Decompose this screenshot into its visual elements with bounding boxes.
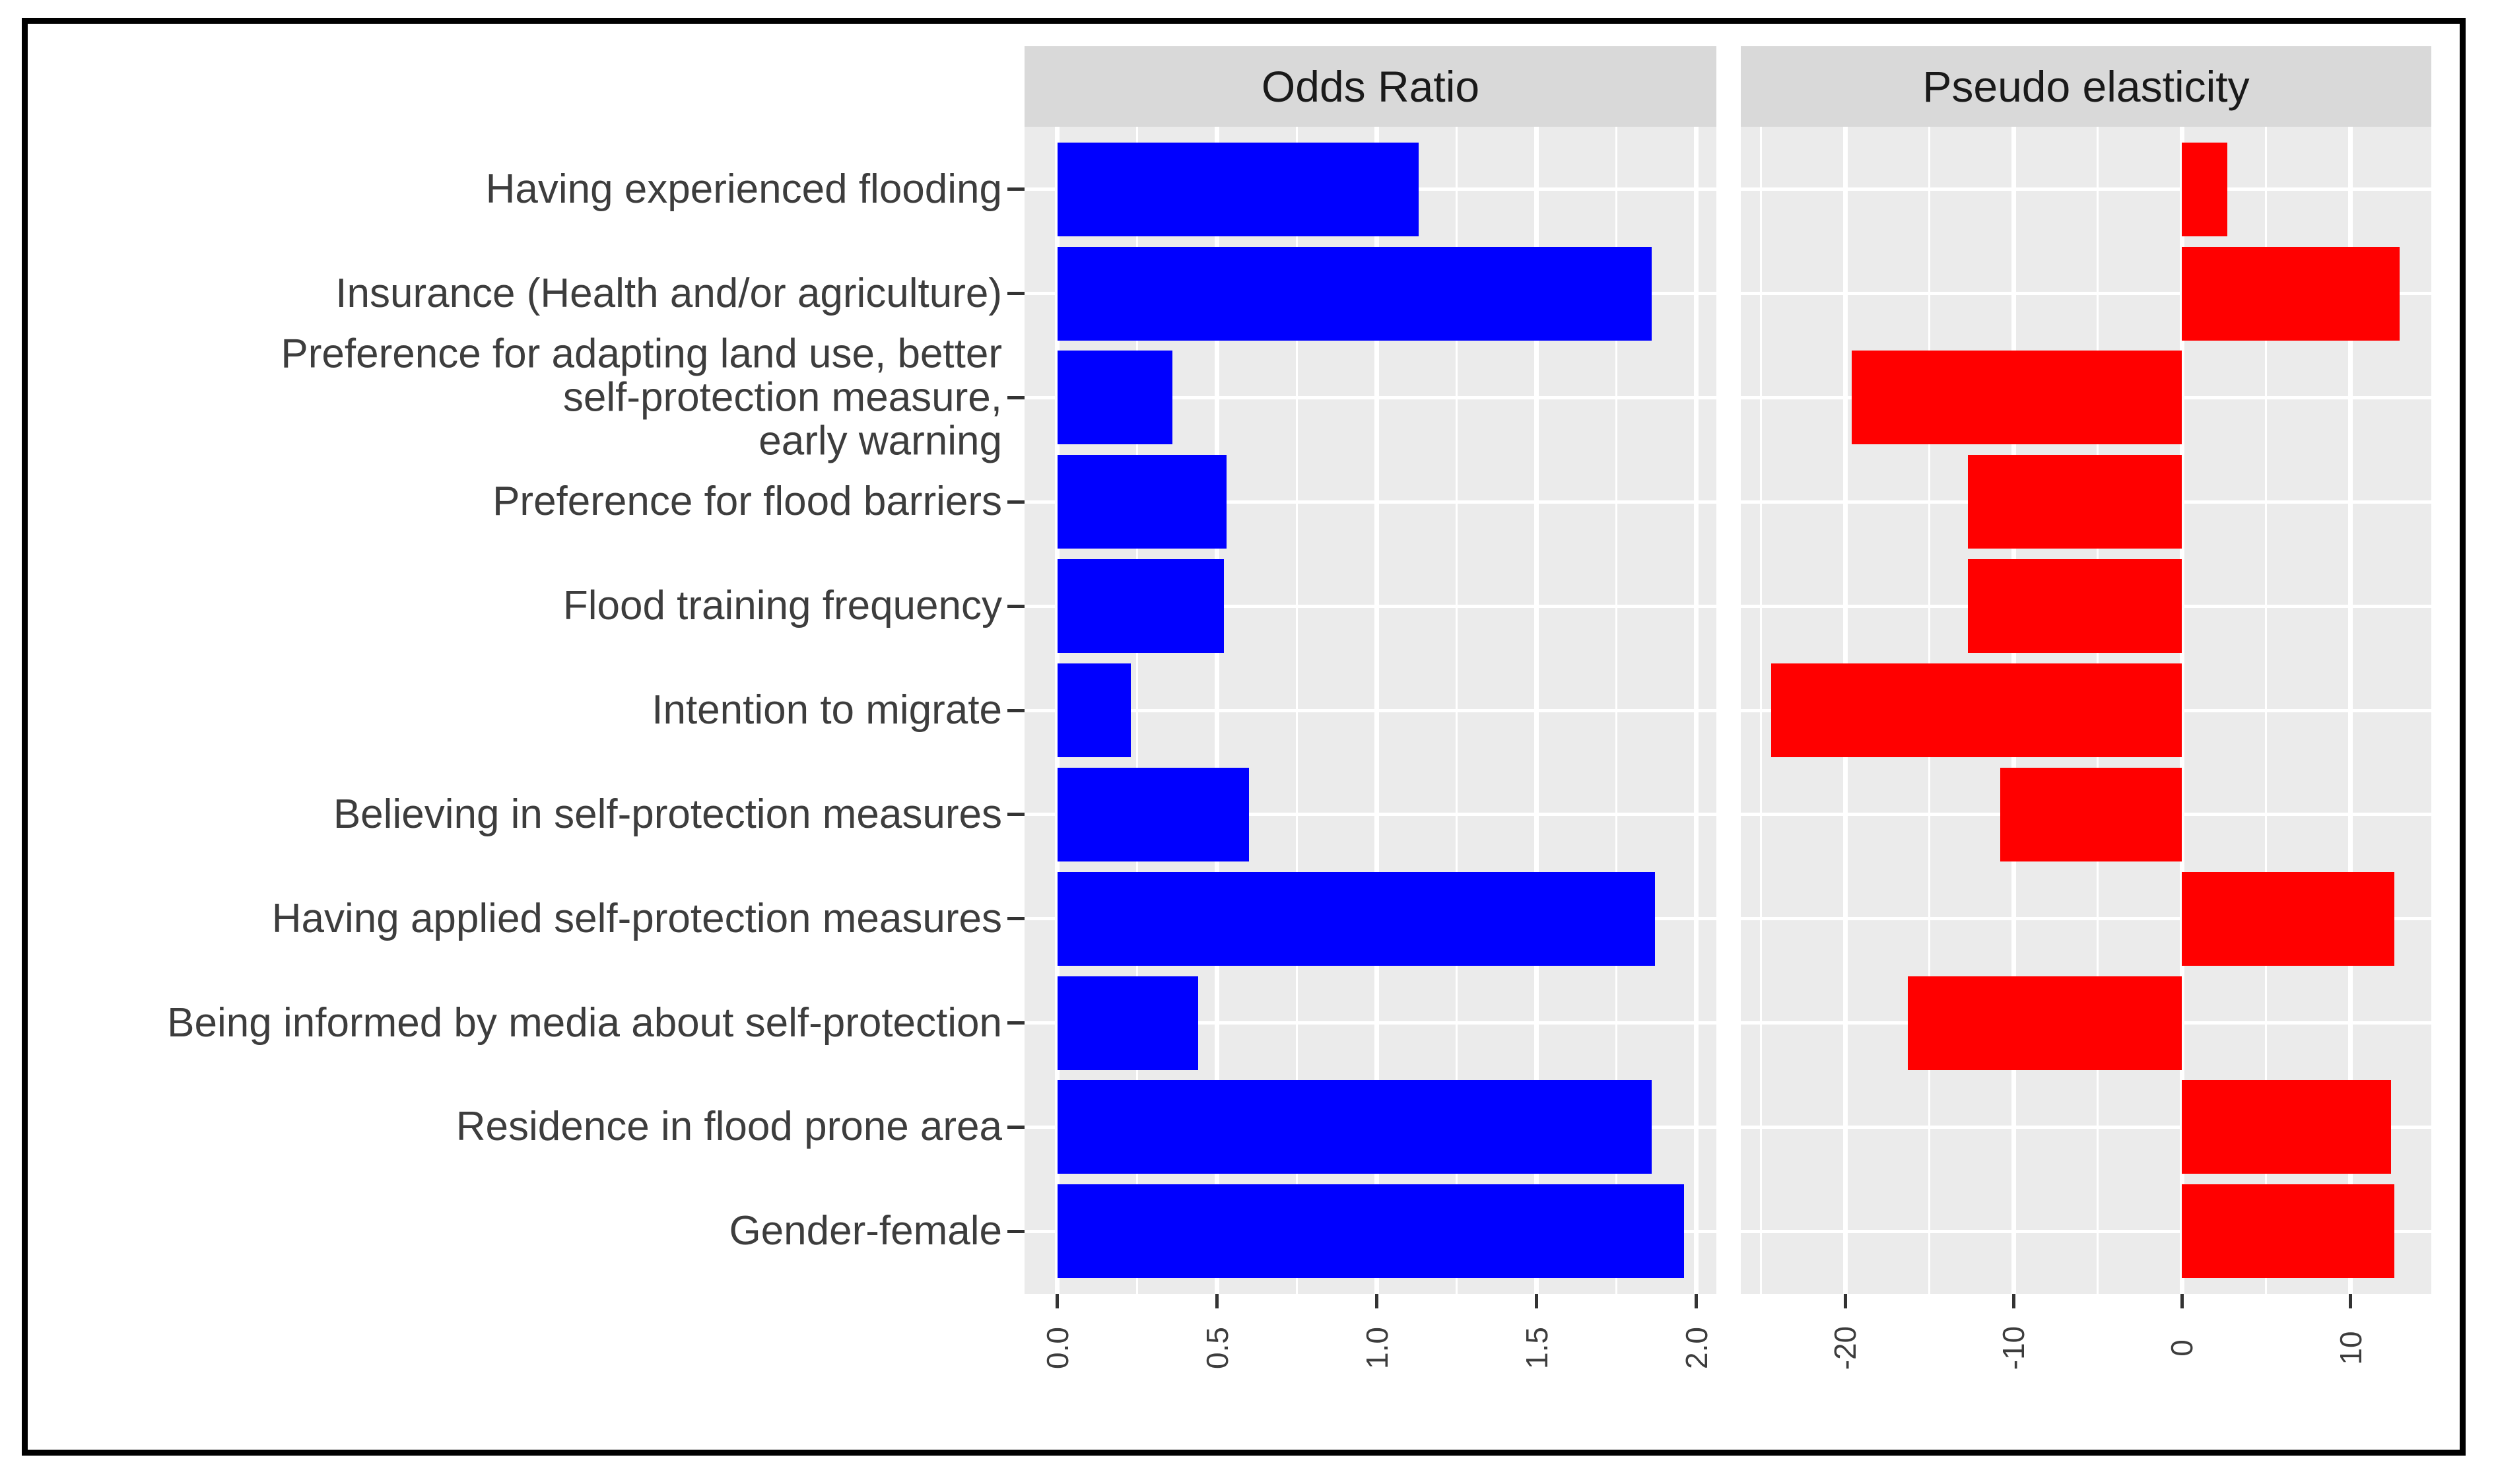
bar [1057,976,1198,1070]
facet-strip-odds-ratio: Odds Ratio [1025,46,1716,127]
x-tick-label: 10 [2333,1331,2368,1365]
bar [1057,767,1250,861]
gridline-horizontal [1025,1021,1716,1025]
gridline-minor [1760,127,1763,1294]
gridline-major [1215,127,1220,1294]
gridline-horizontal [1025,500,1716,504]
gridline-horizontal [1025,813,1716,817]
category-label: Flood training frequency [562,583,1002,629]
facet-strip-pseudo-elasticity: Pseudo elasticity [1741,46,2431,127]
gridline-minor [2265,127,2268,1294]
gridline-horizontal [1741,292,2431,296]
bar [2182,246,2400,341]
bar [2000,767,2182,861]
bar [1907,976,2182,1070]
y-axis-tick [1007,395,1025,399]
x-axis-tick [2011,1294,2015,1308]
gridline-major [1534,127,1539,1294]
category-label: Gender-female [729,1208,1002,1254]
gridline-horizontal [1741,1229,2431,1233]
bar [2182,871,2394,966]
y-axis-tick [1007,1021,1025,1025]
bar [1057,142,1419,236]
x-axis-tick [2349,1294,2353,1308]
figure-border [22,18,2466,1456]
category-label: Having applied self-protection measures [271,895,1002,941]
gridline-horizontal [1025,708,1716,712]
gridline-minor [1456,127,1458,1294]
x-tick-label: 0 [2165,1339,2200,1357]
x-tick-label: 1.5 [1519,1327,1554,1369]
y-axis-tick [1007,292,1025,296]
bar [2182,142,2228,236]
facet-title: Pseudo elasticity [1922,62,2250,111]
gridline-horizontal [1741,187,2431,191]
gridline-minor [1296,127,1299,1294]
x-tick-label: 1.0 [1359,1327,1394,1369]
category-label: Preference for flood barriers [492,479,1002,525]
facet-title: Odds Ratio [1261,62,1480,111]
bar [1968,455,2182,549]
x-axis-tick [1695,1294,1699,1308]
bar [2182,1080,2391,1174]
gridline-major [2179,127,2184,1294]
x-axis-tick [1843,1294,1847,1308]
gridline-horizontal [1025,395,1716,399]
category-label: Residence in flood prone area [455,1104,1002,1150]
x-tick-label: -10 [1996,1326,2031,1370]
category-label: Preference for adapting land use, better… [281,331,1002,464]
bar [1852,351,2182,445]
gridline-minor [1615,127,1618,1294]
gridline-horizontal [1025,604,1716,608]
y-axis-tick [1007,1229,1025,1233]
bar [1057,559,1224,654]
bar [1057,246,1652,341]
bar [1057,351,1173,445]
facet-panel-odds-ratio [1025,127,1716,1294]
category-label: Insurance (Health and/or agriculture) [335,270,1002,316]
facet-panel-pseudo-elasticity [1741,127,2431,1294]
gridline-major [1694,127,1699,1294]
y-axis-tick [1007,1125,1025,1129]
bar [1771,663,2182,757]
x-tick-label: 0.5 [1199,1327,1234,1369]
y-axis-tick [1007,813,1025,817]
bar [1968,559,2182,654]
x-axis-tick [1215,1294,1219,1308]
category-label: Having experienced flooding [485,166,1002,212]
y-axis-tick [1007,917,1025,921]
x-axis-tick [2180,1294,2184,1308]
y-axis-tick [1007,604,1025,608]
x-axis-tick [1375,1294,1379,1308]
y-axis-tick [1007,187,1025,191]
bar [1057,871,1656,966]
bar [1057,663,1131,757]
gridline-major [2348,127,2353,1294]
gridline-major [1374,127,1380,1294]
bar [1057,1184,1684,1279]
gridline-minor [1136,127,1139,1294]
bar [1057,1080,1652,1174]
x-tick-label: 0.0 [1040,1327,1075,1369]
category-label: Being informed by media about self-prote… [167,999,1002,1046]
y-axis-tick [1007,500,1025,504]
x-tick-label: 2.0 [1679,1327,1714,1369]
x-tick-label: -20 [1828,1326,1863,1370]
category-label: Believing in self-protection measures [333,791,1002,837]
y-axis-tick [1007,708,1025,712]
bar [1057,455,1227,549]
gridline-horizontal [1741,917,2431,921]
gridline-horizontal [1741,1125,2431,1129]
category-label: Intention to migrate [652,687,1002,733]
x-axis-tick [1056,1294,1060,1308]
bar [2182,1184,2394,1279]
x-axis-tick [1535,1294,1539,1308]
